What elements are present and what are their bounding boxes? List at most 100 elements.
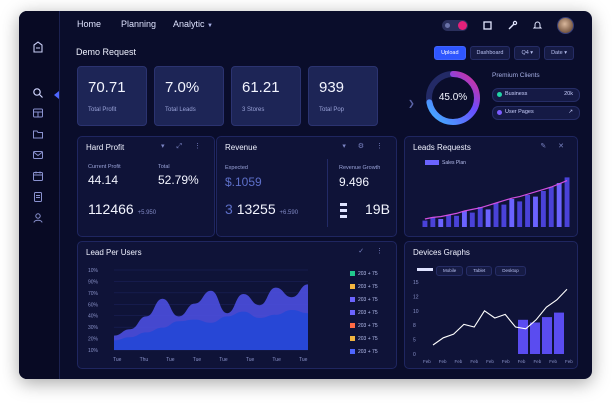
bar	[556, 183, 562, 227]
y-tick-label: 10%	[88, 268, 99, 274]
kpi-label: Total Pop	[319, 107, 345, 113]
folder-icon[interactable]	[32, 128, 44, 140]
wrench-icon[interactable]	[507, 20, 518, 31]
legend-label: 203 + 75	[358, 323, 378, 329]
upload-button[interactable]: Upload	[434, 46, 466, 60]
area-chart: 10% 90% 70% 60% 40% 30% 20% 10% Tue Thu Tue Tue Tue T…	[88, 268, 308, 363]
avatar[interactable]	[557, 17, 574, 34]
dashboard-button[interactable]: Dashboard	[469, 46, 511, 60]
kpi-card[interactable]: 70.71 Total Profit	[77, 66, 147, 126]
premium-row[interactable]: Business 20k	[492, 88, 580, 102]
grid-icon[interactable]	[32, 107, 44, 119]
bar	[525, 195, 531, 227]
revenue-sub: +6.590	[279, 210, 299, 216]
theme-toggle[interactable]	[442, 20, 468, 31]
progress-ring-arc	[426, 71, 480, 125]
document-icon[interactable]	[32, 191, 44, 203]
x-tick-label: Tue	[193, 357, 202, 363]
nav-planning[interactable]: Planning	[121, 19, 157, 29]
bar	[509, 199, 515, 227]
panel-actions[interactable]: ▾ ⤢ ⋮	[160, 143, 206, 150]
search-icon[interactable]	[32, 87, 44, 99]
kpi-card[interactable]: 61.21 3 Stores	[231, 66, 301, 126]
x-tick-label: Feb	[470, 359, 478, 364]
calendar-icon[interactable]	[32, 170, 44, 182]
total-sub: +5.950	[137, 210, 157, 216]
x-tick-label: Feb	[502, 359, 510, 364]
divider	[327, 159, 328, 227]
bar	[540, 191, 546, 227]
nav-analytic[interactable]: Analytic ▼	[173, 19, 213, 29]
y-tick-label: 5	[413, 338, 416, 344]
chart-legend: Sales Plan	[425, 160, 466, 166]
x-tick-label: Feb	[533, 359, 541, 364]
legend-item: 203 + 75	[350, 297, 378, 303]
legend-label: Sales Plan	[442, 160, 466, 166]
legend-swatch	[350, 297, 355, 303]
logo-icon	[31, 41, 45, 55]
legend-item[interactable]: Desktop	[495, 266, 526, 276]
panel-title: Revenue	[225, 143, 258, 152]
bar	[430, 217, 436, 227]
user-icon[interactable]	[32, 212, 44, 224]
chevron-right-icon[interactable]: ❯	[408, 99, 415, 108]
bar	[422, 220, 428, 227]
revenue-panel: Revenue ▾ ⚙ ⋮ Expected $.1059 Revenue Gr…	[216, 136, 397, 237]
x-tick-label: Feb	[439, 359, 447, 364]
premium-title: Premium Clients	[492, 72, 540, 79]
premium-row[interactable]: User Pages ↗	[492, 106, 580, 120]
legend-label: 203 + 75	[358, 271, 378, 277]
x-tick-label: Tue	[219, 357, 228, 363]
quarter-select[interactable]: Q4 ▾	[514, 46, 541, 60]
kpi-card[interactable]: 939 Total Pop	[308, 66, 378, 126]
y-tick-label: 15	[413, 280, 419, 286]
legend-item[interactable]: Mobile	[436, 266, 464, 276]
x-tick-label: Feb	[549, 359, 557, 364]
panel-actions[interactable]: ▾ ⚙ ⋮	[342, 143, 388, 150]
y-tick-label: 10%	[88, 348, 99, 354]
bar	[438, 219, 444, 227]
bar	[485, 209, 491, 227]
mail-icon[interactable]	[32, 149, 44, 161]
y-tick-label: 10	[413, 309, 419, 315]
square-icon[interactable]	[482, 20, 493, 31]
x-tick-label: Tue	[246, 357, 255, 363]
panel-title: Devices Graphs	[413, 248, 470, 257]
x-tick-label: Tue	[113, 357, 122, 363]
bar	[477, 207, 483, 227]
kpi-label: Total Profit	[88, 107, 117, 113]
bar	[518, 319, 528, 354]
bell-icon[interactable]	[532, 20, 543, 31]
nav-home[interactable]: Home	[77, 19, 102, 29]
filter-bar: Upload Dashboard Q4 ▾ Date ▾	[434, 46, 574, 60]
legend-swatch	[350, 349, 355, 355]
kpi-value: 61.21	[242, 79, 280, 96]
revenue-prefix: 3	[225, 201, 233, 217]
devices-graphs-panel: Devices Graphs Mobile Tablet Desktop 15 1…	[404, 241, 578, 369]
kpi-value: 70.71	[88, 79, 126, 96]
stat-label: Revenue Growth	[339, 165, 381, 171]
revenue-right-value: 19B	[365, 201, 390, 217]
leads-bar-chart	[422, 177, 570, 227]
stat-value: 9.496	[339, 175, 370, 189]
premium-row-value: ↗	[568, 109, 573, 115]
date-select[interactable]: Date ▾	[544, 46, 574, 60]
kpi-card[interactable]: 7.0% Total Leads	[154, 66, 224, 126]
x-tick-label: Feb	[455, 359, 463, 364]
total-value: 112466 +5.950	[88, 201, 156, 217]
trend-line	[424, 180, 568, 220]
leads-requests-panel: Leads Requests ✎ ✕ Sales Plan	[404, 136, 578, 237]
stat-label: Expected	[225, 165, 248, 171]
panel-actions[interactable]: ✓ ⋮	[358, 248, 388, 255]
legend-item: 203 + 75	[350, 310, 378, 316]
legend-item[interactable]: Tablet	[466, 266, 493, 276]
revenue-number: 13255	[236, 201, 276, 217]
y-tick-label: 30%	[88, 325, 99, 331]
legend-label: 203 + 75	[358, 297, 378, 303]
panel-actions[interactable]: ✎ ✕	[540, 143, 569, 150]
y-tick-label: 40%	[88, 314, 99, 320]
bar	[461, 211, 467, 227]
premium-row-label: Business	[505, 91, 528, 97]
legend-item: 203 + 75	[350, 336, 378, 342]
legend-label: 203 + 75	[358, 310, 378, 316]
